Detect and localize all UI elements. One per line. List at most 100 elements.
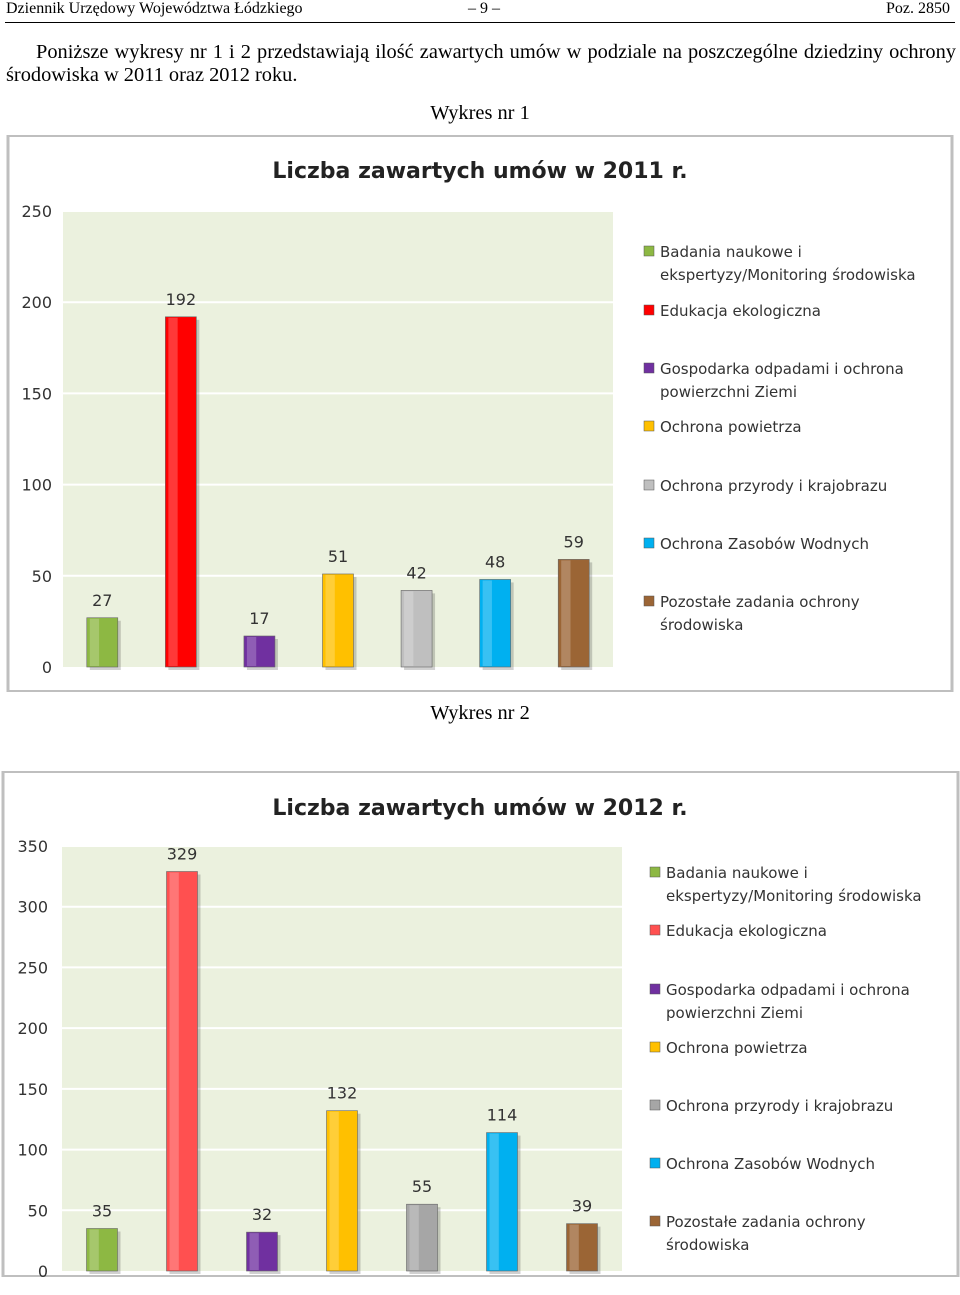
- legend-entry-line: Ochrona Zasobów Wodnych: [666, 1155, 875, 1173]
- legend-swatch: [649, 1099, 661, 1111]
- page-header: Dziennik Urzędowy Województwa Łódzkiego …: [0, 0, 960, 22]
- legend-entry: Edukacja ekologiczna: [660, 302, 821, 320]
- header-rule: [5, 22, 955, 23]
- legend-entry-line: Ochrona przyrody i krajobrazu: [660, 477, 887, 495]
- bar: [86, 1228, 118, 1272]
- bar-highlight: [569, 1224, 579, 1270]
- bar-highlight: [325, 574, 335, 666]
- bar-highlight: [329, 1111, 339, 1270]
- legend-swatch: [649, 924, 661, 936]
- legend-entry-line: Badania naukowe i: [666, 864, 808, 882]
- legend-entry: Pozostałe zadania ochrony środowiska: [666, 1213, 866, 1254]
- chart-caption-1: Wykres nr 1: [430, 102, 530, 124]
- legend-entry-line: Pozostałe zadania ochrony: [666, 1213, 866, 1231]
- legend-swatch: [649, 866, 661, 878]
- data-label: 48: [485, 552, 505, 571]
- y-tick-label: 200: [17, 1019, 48, 1038]
- intro-paragraph: Poniższe wykresy nr 1 i 2 przedstawiają …: [6, 41, 956, 86]
- y-tick-label: 50: [28, 1201, 48, 1220]
- legend-swatch: [643, 479, 655, 491]
- y-tick-label: 350: [17, 837, 48, 856]
- bar-highlight: [169, 872, 179, 1270]
- position-number: Poz. 2850: [886, 0, 950, 17]
- bar-highlight: [89, 1229, 99, 1270]
- data-label: 17: [249, 609, 269, 628]
- bar: [86, 617, 119, 668]
- legend-swatch: [643, 537, 655, 549]
- bar-highlight: [168, 317, 178, 666]
- legend-entry-line: Gospodarka odpadami i ochrona: [660, 360, 904, 378]
- legend-entry: Ochrona przyrody i krajobrazu: [660, 477, 887, 495]
- legend-entry: Ochrona powietrza: [660, 418, 802, 436]
- y-tick-label: 150: [21, 384, 52, 403]
- legend-entry-line: Ochrona powietrza: [660, 418, 802, 436]
- legend-swatch: [649, 1157, 661, 1169]
- chart-2011: Liczba zawartych umów w 2011 r. 0 50 100 150…: [0, 135, 960, 692]
- data-label: 329: [167, 845, 198, 864]
- legend-entry: Badania naukowe i ekspertyzy/Monitoring ś…: [666, 864, 922, 905]
- legend-entry-line: Edukacja ekologiczna: [660, 302, 821, 320]
- bar: [166, 871, 198, 1272]
- legend-swatch: [643, 420, 655, 432]
- data-label: 32: [252, 1205, 272, 1224]
- legend-entry-line: Ochrona Zasobów Wodnych: [660, 535, 869, 553]
- legend-entry: Badania naukowe i ekspertyzy/Monitoring ś…: [660, 243, 916, 284]
- bar: [486, 1132, 518, 1272]
- legend-entry-line: ekspertyzy/Monitoring środowiska: [666, 887, 922, 905]
- y-tick-label: 150: [17, 1080, 48, 1099]
- y-tick-label: 250: [17, 958, 48, 977]
- legend-swatch: [649, 1041, 661, 1053]
- legend-entry-line: środowiska: [660, 616, 743, 634]
- legend-entry-line: Ochrona powietrza: [666, 1039, 808, 1057]
- chart-caption-2: Wykres nr 2: [430, 702, 530, 724]
- y-tick-label: 100: [21, 476, 52, 495]
- legend-entry: Ochrona przyrody i krajobrazu: [666, 1097, 893, 1115]
- legend-entry: Ochrona Zasobów Wodnych: [666, 1155, 875, 1173]
- legend-swatch: [649, 1215, 661, 1227]
- chart-svg: Liczba zawartych umów w 2011 r. 0 50 100 150…: [6, 135, 954, 692]
- chart-title: Liczba zawartych umów w 2011 r.: [272, 159, 687, 184]
- journal-name: Dziennik Urzędowy Województwa Łódzkiego: [6, 0, 303, 17]
- legend-swatch: [649, 983, 661, 995]
- legend-entry: Gospodarka odpadami i ochrona powierzchni…: [660, 360, 904, 401]
- bar: [165, 316, 197, 668]
- legend-entry-line: powierzchni Ziemi: [666, 1004, 803, 1022]
- legend-entry: Gospodarka odpadami i ochrona powierzchni…: [666, 981, 910, 1022]
- y-tick-label: 0: [38, 1262, 48, 1277]
- legend-swatch: [643, 245, 655, 257]
- bar: [400, 590, 433, 668]
- y-tick-label: 250: [21, 202, 52, 221]
- legend-entry-line: Edukacja ekologiczna: [666, 922, 827, 940]
- legend-entry: Ochrona Zasobów Wodnych: [660, 535, 869, 553]
- bar-highlight: [561, 560, 571, 666]
- legend-entry-line: Badania naukowe i: [660, 243, 802, 261]
- legend-entry: Edukacja ekologiczna: [666, 922, 827, 940]
- chart-2012: Liczba zawartych umów w 2012 r. 0 50 100 150…: [0, 771, 960, 1277]
- y-tick-label: 0: [42, 658, 52, 677]
- bar: [406, 1203, 438, 1272]
- y-tick-label: 300: [17, 898, 48, 917]
- legend-entry-line: Ochrona przyrody i krajobrazu: [666, 1097, 893, 1115]
- page-number: – 9 –: [468, 0, 500, 17]
- bar-highlight: [249, 1233, 259, 1270]
- legend-swatch: [643, 362, 655, 374]
- bar: [566, 1223, 598, 1272]
- legend-entry: Pozostałe zadania ochrony środowiska: [660, 593, 860, 634]
- bar-highlight: [246, 636, 257, 666]
- bar: [479, 579, 511, 668]
- y-tick-label: 200: [21, 293, 52, 312]
- bar: [243, 635, 276, 668]
- data-label: 59: [564, 532, 584, 551]
- legend-entry-line: środowiska: [666, 1236, 749, 1254]
- data-label: 51: [328, 547, 348, 566]
- data-label: 192: [166, 290, 197, 309]
- bar: [322, 573, 354, 668]
- legend-entry-line: powierzchni Ziemi: [660, 383, 797, 401]
- legend-swatch: [643, 595, 655, 607]
- bar-highlight: [409, 1205, 419, 1270]
- data-label: 35: [92, 1202, 112, 1221]
- legend-entry: Ochrona powietrza: [666, 1039, 808, 1057]
- bar-highlight: [489, 1133, 499, 1270]
- data-label: 42: [406, 563, 426, 582]
- bar-highlight: [404, 591, 414, 666]
